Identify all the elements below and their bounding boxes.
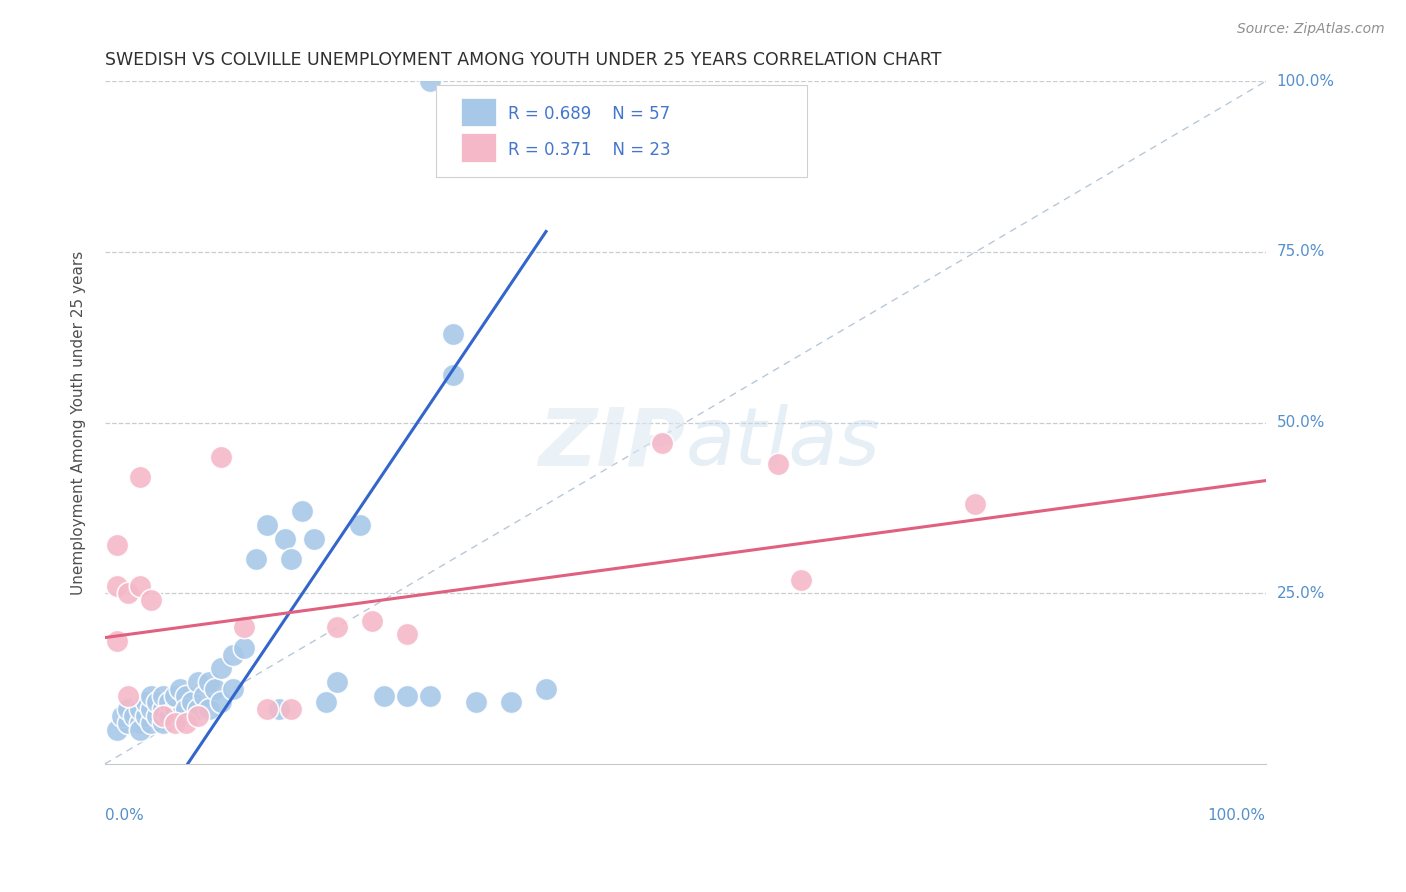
Point xyxy=(157,709,180,723)
Text: 50.0%: 50.0% xyxy=(1277,415,1324,430)
Point xyxy=(534,681,557,696)
Point xyxy=(128,579,150,593)
Text: Source: ZipAtlas.com: Source: ZipAtlas.com xyxy=(1237,22,1385,37)
Point xyxy=(117,715,139,730)
Point xyxy=(373,689,395,703)
Point xyxy=(766,457,789,471)
Point xyxy=(152,702,174,716)
Point xyxy=(174,702,197,716)
Point xyxy=(152,689,174,703)
Point xyxy=(111,709,134,723)
Point xyxy=(117,586,139,600)
Point xyxy=(209,661,232,675)
Point xyxy=(204,681,226,696)
Point xyxy=(174,689,197,703)
Point xyxy=(280,552,302,566)
Point xyxy=(326,620,349,634)
FancyBboxPatch shape xyxy=(461,98,496,127)
Point xyxy=(198,702,221,716)
Point xyxy=(233,620,256,634)
Point xyxy=(135,695,157,709)
Point xyxy=(233,640,256,655)
Point xyxy=(117,689,139,703)
Text: R = 0.689    N = 57: R = 0.689 N = 57 xyxy=(508,105,669,123)
Point xyxy=(163,702,186,716)
Text: 0.0%: 0.0% xyxy=(105,808,143,823)
Point xyxy=(280,702,302,716)
Point xyxy=(135,709,157,723)
Point xyxy=(245,552,267,566)
Y-axis label: Unemployment Among Youth under 25 years: Unemployment Among Youth under 25 years xyxy=(72,251,86,595)
Point xyxy=(174,715,197,730)
Point xyxy=(187,709,209,723)
Point xyxy=(361,614,384,628)
Point xyxy=(187,702,209,716)
Point xyxy=(141,715,163,730)
Point xyxy=(181,695,204,709)
Point xyxy=(256,518,278,533)
Point xyxy=(198,675,221,690)
Point xyxy=(128,715,150,730)
Point xyxy=(105,634,128,648)
Point xyxy=(141,689,163,703)
Point xyxy=(128,702,150,716)
Point xyxy=(965,498,987,512)
Point xyxy=(141,702,163,716)
Point xyxy=(187,675,209,690)
Point xyxy=(315,695,337,709)
Point xyxy=(274,532,297,546)
Point xyxy=(163,715,186,730)
Point xyxy=(105,723,128,737)
Point xyxy=(157,695,180,709)
Point xyxy=(395,627,418,641)
Point xyxy=(501,695,523,709)
Point xyxy=(169,681,191,696)
Point xyxy=(256,702,278,716)
Point xyxy=(209,695,232,709)
Text: SWEDISH VS COLVILLE UNEMPLOYMENT AMONG YOUTH UNDER 25 YEARS CORRELATION CHART: SWEDISH VS COLVILLE UNEMPLOYMENT AMONG Y… xyxy=(105,51,942,69)
Point xyxy=(152,709,174,723)
Point xyxy=(146,695,169,709)
Point xyxy=(169,709,191,723)
Point xyxy=(117,702,139,716)
Point xyxy=(128,470,150,484)
Point xyxy=(326,675,349,690)
Text: ZIP: ZIP xyxy=(538,404,685,482)
Point xyxy=(128,723,150,737)
Point xyxy=(146,709,169,723)
Point xyxy=(302,532,325,546)
Point xyxy=(267,702,290,716)
Point xyxy=(105,579,128,593)
Point xyxy=(441,326,464,341)
Point xyxy=(419,689,441,703)
Point xyxy=(395,689,418,703)
Text: 75.0%: 75.0% xyxy=(1277,244,1324,260)
Point xyxy=(152,715,174,730)
Point xyxy=(221,681,243,696)
Text: 100.0%: 100.0% xyxy=(1208,808,1265,823)
Point xyxy=(465,695,488,709)
Text: atlas: atlas xyxy=(685,404,880,482)
Point xyxy=(193,689,215,703)
Point xyxy=(122,709,145,723)
FancyBboxPatch shape xyxy=(461,133,496,161)
Point xyxy=(291,504,314,518)
Text: 100.0%: 100.0% xyxy=(1277,74,1334,89)
Point xyxy=(163,689,186,703)
FancyBboxPatch shape xyxy=(436,85,807,177)
Text: 25.0%: 25.0% xyxy=(1277,586,1324,600)
Point xyxy=(141,593,163,607)
Text: R = 0.371    N = 23: R = 0.371 N = 23 xyxy=(508,141,671,159)
Point xyxy=(209,450,232,464)
Point xyxy=(651,436,673,450)
Point xyxy=(105,538,128,552)
Point xyxy=(221,648,243,662)
Point xyxy=(419,74,441,88)
Point xyxy=(349,518,371,533)
Point xyxy=(790,573,813,587)
Point xyxy=(441,368,464,382)
